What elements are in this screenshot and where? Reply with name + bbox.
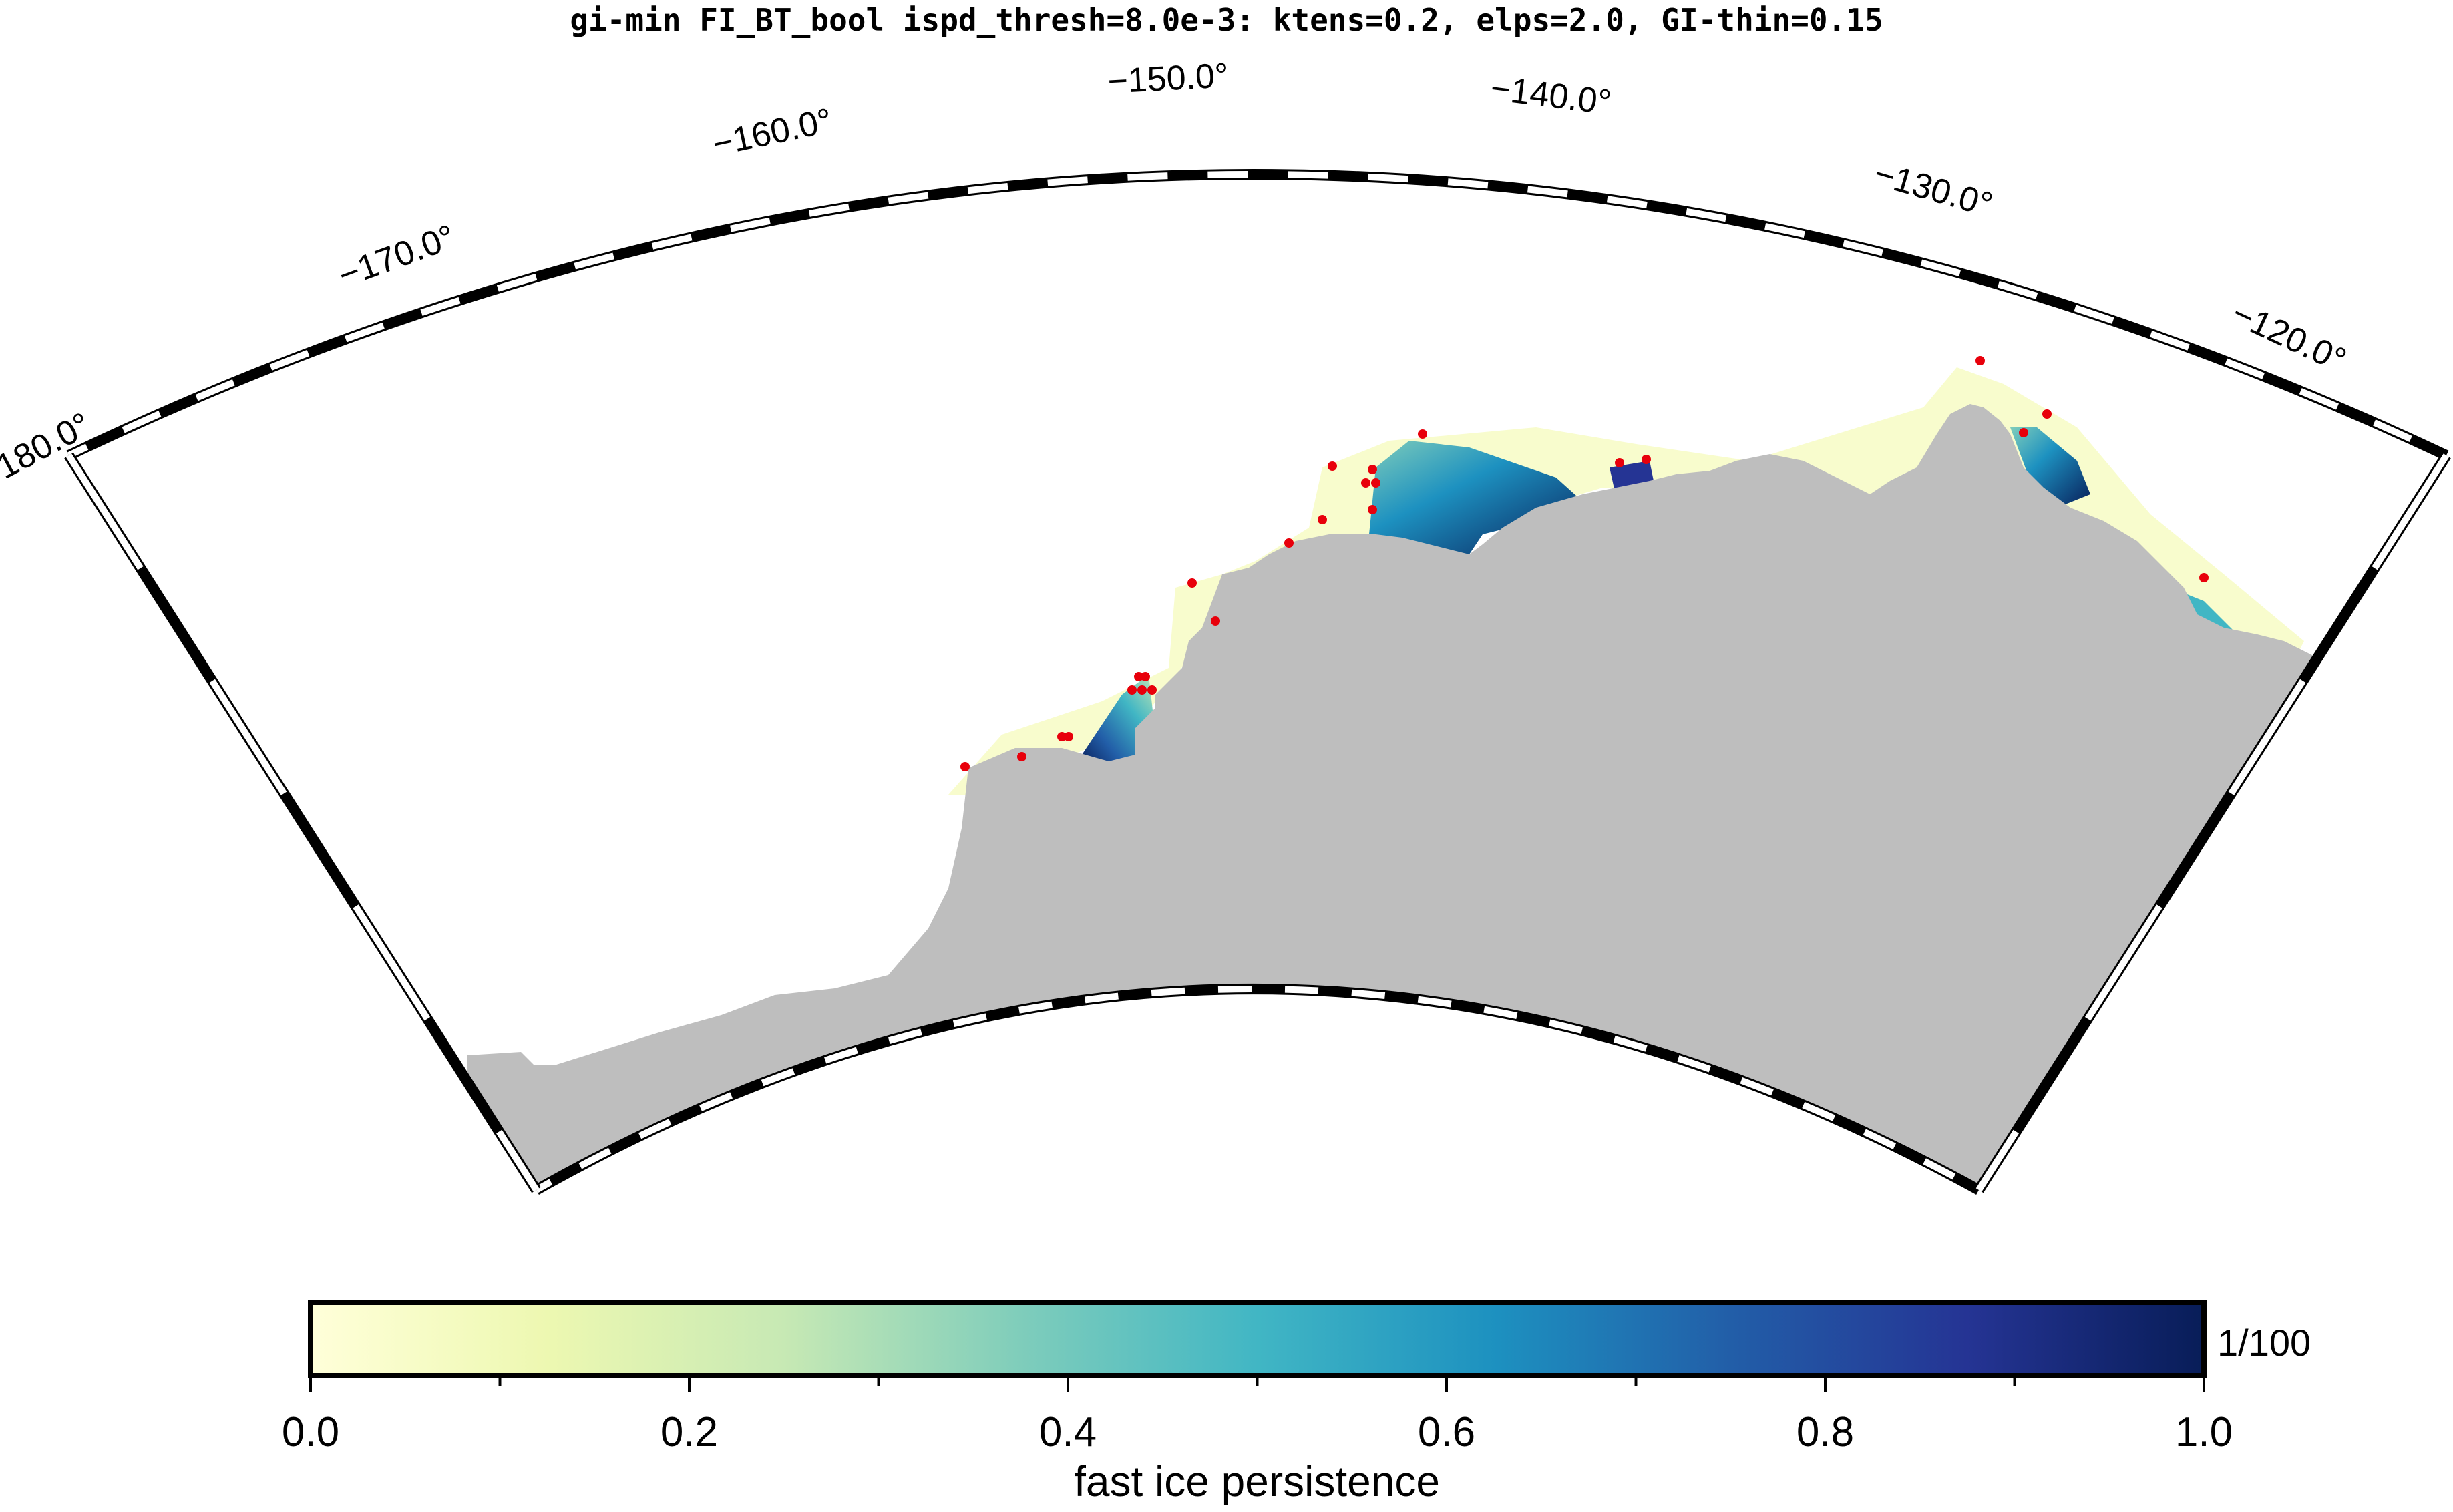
- map-title: gi-min FI_BT_bool ispd_thresh=8.0e-3: kt…: [570, 2, 1883, 38]
- fast-ice-band: [2010, 427, 2090, 508]
- lon-label: −160.0°: [709, 101, 835, 164]
- iceberg-marker: [1975, 356, 1985, 365]
- iceberg-marker: [2019, 428, 2028, 437]
- colorbar-tick-label: 0.6: [1418, 1409, 1475, 1455]
- lon-label: −150.0°: [1107, 56, 1230, 101]
- colorbar-tick-label: 1.0: [2175, 1409, 2233, 1455]
- iceberg-marker: [1418, 429, 1427, 439]
- iceberg-marker: [1211, 616, 1220, 626]
- iceberg-marker: [1284, 538, 1294, 548]
- colorbar-tick-label: 0.8: [1797, 1409, 1854, 1455]
- iceberg-marker: [1127, 685, 1137, 695]
- iceberg-marker: [1368, 465, 1377, 474]
- colorbar-unit-label: 1/100: [2217, 1322, 2311, 1364]
- iceberg-marker: [1642, 455, 1651, 464]
- lon-label: −170.0°: [333, 218, 460, 296]
- iceberg-marker: [1147, 685, 1157, 695]
- iceberg-marker: [2199, 573, 2209, 582]
- iceberg-marker: [1057, 732, 1067, 741]
- iceberg-marker: [2042, 409, 2052, 419]
- iceberg-marker: [1328, 461, 1337, 471]
- iceberg-marker: [1368, 505, 1377, 514]
- lon-label: −140.0°: [1489, 69, 1614, 122]
- colorbar-gradient: [308, 1300, 2207, 1378]
- iceberg-marker: [1064, 732, 1073, 741]
- iceberg-marker: [1141, 672, 1150, 681]
- iceberg-marker: [1017, 752, 1026, 761]
- colorbar-tick-label: 0.2: [661, 1409, 718, 1455]
- colorbar-tick-label: 0.4: [1039, 1409, 1097, 1455]
- map-frame: [64, 169, 2451, 1195]
- iceberg-marker: [1371, 478, 1380, 488]
- iceberg-marker: [1137, 685, 1147, 695]
- iceberg-marker: [1134, 672, 1143, 681]
- colorbar-tick-label: 0.0: [282, 1409, 339, 1455]
- colorbar-axis-label: fast ice persistence: [1074, 1457, 1440, 1505]
- grounded-iceberg-markers: [960, 356, 2209, 771]
- fast-ice-band: [1369, 441, 1589, 554]
- iceberg-marker: [1361, 478, 1370, 488]
- iceberg-marker: [1187, 578, 1197, 588]
- iceberg-marker: [960, 762, 970, 771]
- lon-label: −130.0°: [1870, 154, 1997, 225]
- colorbar: 0.0 0.2 0.4 0.6 0.8 1.0 1/100 fast ice p…: [282, 1300, 2311, 1505]
- colorbar-ticks: [309, 1376, 2205, 1392]
- iceberg-marker: [1318, 515, 1327, 524]
- iceberg-marker: [1615, 458, 1624, 467]
